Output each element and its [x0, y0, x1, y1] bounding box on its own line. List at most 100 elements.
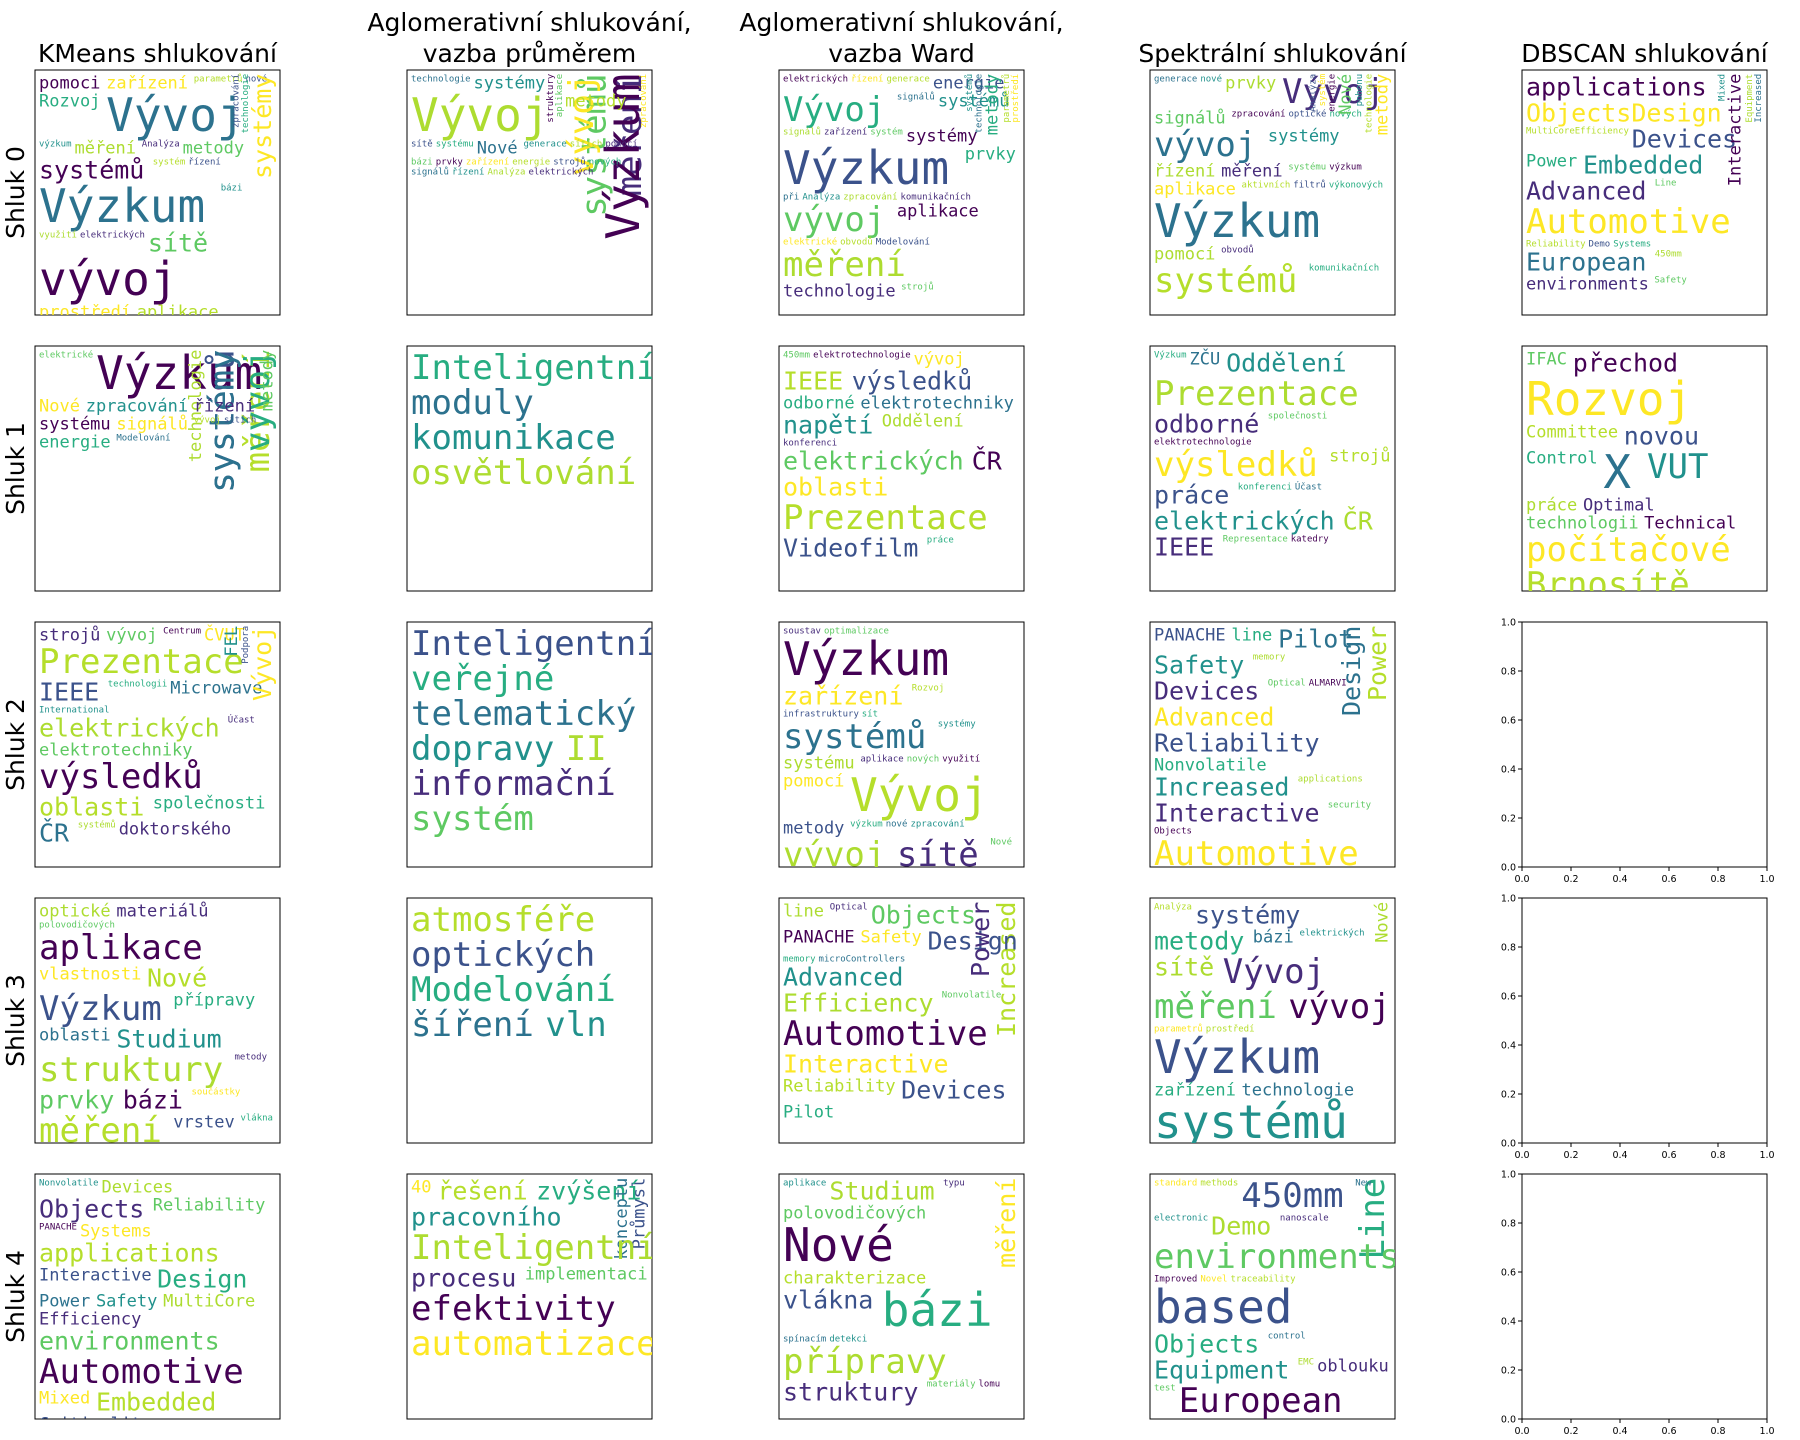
wordcloud-word: FEL: [222, 626, 242, 657]
x-tick-label: 0.6: [1661, 1426, 1676, 1437]
wordcloud-word: Průmysl: [629, 1178, 650, 1250]
wordcloud-word: polovodičových: [39, 920, 115, 931]
wordcloud-word: spínacím: [783, 1335, 826, 1345]
wordcloud-word: nových: [907, 755, 940, 765]
wordcloud-word: systémy: [474, 73, 546, 93]
wordcloud-word: systému: [39, 414, 111, 434]
wordcloud-word: generace: [1154, 75, 1197, 85]
wordcloud-word: Modelování: [876, 238, 930, 248]
wordcloud-word: metody: [183, 138, 244, 158]
wordcloud-word: vývoj: [238, 350, 278, 452]
wordcloud-word: využití: [39, 231, 77, 241]
wordcloud-word: prvky: [39, 1085, 114, 1114]
column-title-3: vazba Ward: [828, 39, 975, 68]
row-label-0: Shluk 0: [1, 146, 30, 239]
wordcloud-word: Demo: [1211, 1211, 1271, 1240]
wordcloud-word: Efficiency: [783, 988, 934, 1017]
column-title-4: Spektrální shlukování: [1138, 39, 1407, 68]
wordcloud-word: aplikace: [137, 302, 219, 322]
wordcloud-word: společnosti: [1268, 411, 1328, 422]
wordcloud-word: Rozvoj: [39, 91, 100, 111]
wordcloud-word: II: [566, 729, 607, 769]
wordcloud-word: Power: [39, 1291, 90, 1311]
wordcloud-word: Advanced: [1154, 702, 1274, 731]
wordcloud-word: EMC2: [168, 1434, 190, 1440]
wordcloud-word: elektrických: [1154, 506, 1335, 535]
y-tick-label: 0.4: [1501, 1317, 1516, 1328]
wordcloud-word: Pilot: [783, 1102, 834, 1122]
row-label-4: Shluk 4: [1, 1250, 30, 1343]
wordcloud-word: Objects: [1154, 1329, 1259, 1358]
wordcloud-word: Vývoj: [850, 768, 988, 822]
y-tick-label: 0.8: [1501, 943, 1516, 954]
wordcloud-word: zařízení: [824, 128, 867, 138]
wordcloud-word: atmosféře: [411, 900, 595, 940]
wordcloud-word: systémů: [575, 74, 615, 217]
wordcloud-word: měření: [783, 245, 906, 285]
wordcloud-word: optických: [411, 935, 595, 975]
wordcloud-word: strojů: [39, 624, 100, 645]
wordcloud-word: vývoj: [562, 74, 602, 176]
wordcloud-word: řízení: [783, 873, 816, 883]
wordcloud-word: sítích: [224, 416, 257, 426]
wordcloud-word: Výzkum: [783, 141, 949, 195]
wordcloud-word: ZČU: [1190, 347, 1221, 369]
y-tick-label: 0.6: [1501, 1268, 1516, 1279]
wordcloud-word: oblouku: [1317, 1356, 1389, 1376]
wordcloud-word: Výzkum: [39, 179, 205, 233]
x-tick-label: 0.8: [1710, 1426, 1725, 1437]
wordcloud-word: počítačové: [819, 872, 873, 883]
wordcloud-word: Pilot: [1278, 624, 1353, 653]
wordcloud-word: systémy: [203, 350, 243, 493]
wordcloud-word: strojů: [1329, 445, 1390, 466]
x-tick-label: 0.2: [1563, 1426, 1578, 1437]
wordcloud-word: nové: [1200, 74, 1222, 85]
wordcloud-word: Nonvolatile: [1154, 755, 1267, 775]
wordcloud-word: Objects: [1154, 827, 1192, 837]
y-tick-label: 0.4: [1501, 1041, 1516, 1052]
wordcloud-word: elektrické: [783, 237, 837, 248]
x-tick-label: 0.6: [1661, 874, 1676, 885]
wordcloud-word: doktorského: [119, 819, 232, 839]
wordcloud-word: obvodů: [1221, 245, 1254, 256]
wordcloud-word: environments: [39, 1326, 220, 1355]
column-title-3: Aglomerativní shlukování,: [739, 8, 1063, 37]
wordcloud-word: výzkum: [39, 140, 72, 150]
wordcloud-word: Analýza: [1154, 903, 1192, 913]
wordcloud-word: Criticality: [39, 1414, 152, 1434]
wordcloud-word: Committee: [1526, 422, 1618, 442]
wordcloud-word: Embedded: [1583, 150, 1703, 179]
wordcloud-word: bázi: [221, 184, 243, 194]
wordcloud-word: Reliability: [1526, 240, 1586, 250]
wordcloud-word: ČR: [39, 817, 70, 847]
y-tick-label: 1.0: [1501, 1170, 1516, 1181]
wordcloud-word: Devices: [901, 1075, 1006, 1104]
wordcloud-word: telematický: [411, 694, 636, 734]
wordcloud-word: Devices: [1154, 676, 1259, 705]
wordcloud-word: ČR: [972, 445, 1003, 475]
wordcloud-word: technologie: [783, 281, 896, 301]
wordcloud-word: PANACHE: [39, 1223, 77, 1233]
wordcloud-word: Devices: [102, 1177, 174, 1197]
wordcloud-word: komunikačních: [900, 192, 970, 203]
wordcloud-word: energie: [1328, 74, 1338, 112]
x-tick-label: 0.6: [1661, 1150, 1676, 1161]
row-label-2: Shluk 2: [1, 698, 30, 791]
wordcloud-word: Vývoj: [411, 88, 549, 142]
wordcloud-word: Výzkum: [783, 632, 949, 686]
wordcloud-word: měření: [238, 350, 278, 473]
wordcloud-word: vývoj: [194, 416, 221, 426]
wordcloud-word: Advanced: [783, 962, 903, 991]
wordcloud-word: Objects: [871, 900, 976, 929]
wordcloud-word: Vývoj: [248, 626, 277, 701]
wordcloud-word: nových: [1329, 110, 1362, 120]
wordcloud-word: control: [1268, 1332, 1306, 1342]
wordcloud-word: prostředí: [1011, 74, 1021, 123]
y-tick-label: 0.6: [1501, 716, 1516, 727]
